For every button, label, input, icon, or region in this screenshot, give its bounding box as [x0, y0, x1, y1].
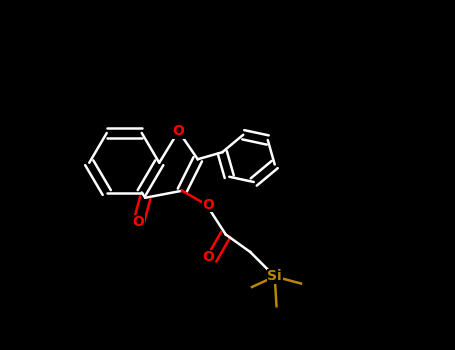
- Text: O: O: [132, 215, 144, 229]
- Text: Si: Si: [268, 270, 282, 284]
- Text: O: O: [202, 198, 214, 212]
- Text: O: O: [202, 250, 214, 264]
- Text: O: O: [172, 124, 184, 138]
